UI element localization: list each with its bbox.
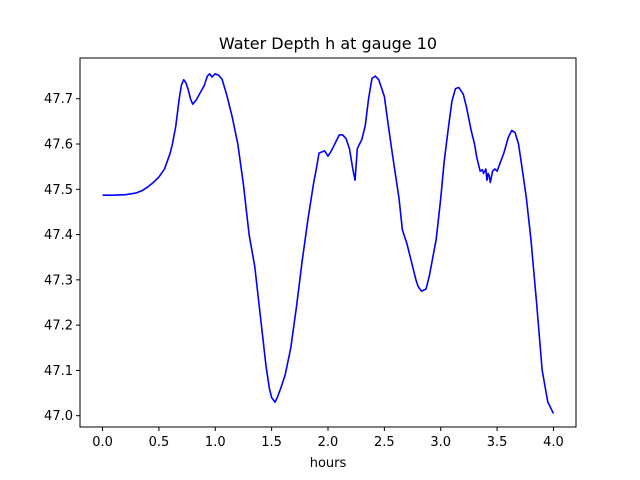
x-tick-label: 1.5 bbox=[261, 435, 282, 450]
x-tick-label: 0.0 bbox=[92, 435, 113, 450]
x-axis-label: hours bbox=[310, 456, 347, 471]
x-axis-ticks: 0.0 0.5 1.0 1.5 2.0 2.5 3.0 3.5 4.0 bbox=[92, 427, 564, 450]
x-tick-label: 2.5 bbox=[374, 435, 395, 450]
x-tick-label: 3.0 bbox=[430, 435, 451, 450]
y-tick-label: 47.3 bbox=[44, 273, 73, 288]
x-tick-label: 0.5 bbox=[149, 435, 170, 450]
x-tick-label: 3.5 bbox=[487, 435, 508, 450]
y-tick-label: 47.1 bbox=[44, 364, 73, 379]
series-line bbox=[102, 73, 555, 414]
x-tick-label: 4.0 bbox=[543, 435, 564, 450]
plot-frame bbox=[79, 57, 577, 428]
y-tick-label: 47.5 bbox=[44, 183, 73, 198]
y-tick-label: 47.2 bbox=[44, 319, 73, 334]
y-axis-ticks: 47.0 47.1 47.2 47.3 47.4 47.5 47.6 47.7 bbox=[44, 92, 80, 424]
x-tick-label: 1.0 bbox=[205, 435, 226, 450]
y-tick-label: 47.7 bbox=[44, 92, 73, 107]
x-tick-label: 2.0 bbox=[318, 435, 339, 450]
y-tick-label: 47.4 bbox=[44, 228, 73, 243]
y-tick-label: 47.6 bbox=[44, 138, 73, 153]
chart-title: Water Depth h at gauge 10 bbox=[219, 34, 437, 53]
y-tick-label: 47.0 bbox=[44, 409, 73, 424]
